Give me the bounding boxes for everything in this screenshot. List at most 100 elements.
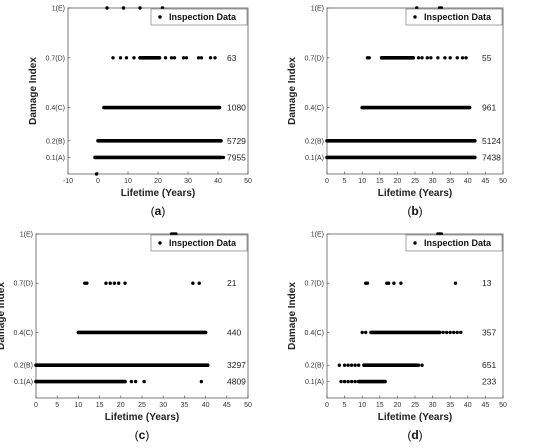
- count-label: 961: [482, 103, 496, 113]
- y-tick-label: 0.1(A): [14, 379, 33, 386]
- count-label: 13: [482, 278, 492, 288]
- x-tick-label: 15: [376, 178, 384, 185]
- data-point: [346, 363, 350, 367]
- data-point: [392, 281, 396, 285]
- x-axis-label: Lifetime (Years): [378, 188, 452, 199]
- data-point: [416, 363, 421, 367]
- x-tick-label: 20: [394, 402, 402, 409]
- data-point: [436, 56, 440, 60]
- data-point: [172, 56, 177, 60]
- data-point: [349, 379, 354, 384]
- x-tick-label: 35: [181, 402, 189, 409]
- x-tick-label: 45: [482, 178, 490, 185]
- y-tick-label: 0.1(A): [46, 155, 65, 162]
- data-point: [123, 281, 127, 285]
- legend: Inspection Data: [150, 8, 248, 26]
- plot-frame: [67, 7, 249, 175]
- data-point: [104, 281, 108, 285]
- data-point: [142, 379, 146, 384]
- x-tick-label: 40: [464, 402, 472, 409]
- data-point: [208, 56, 213, 60]
- x-tick-label: 45: [482, 402, 490, 409]
- legend: Inspection Data: [150, 234, 248, 252]
- data-point: [85, 281, 89, 285]
- y-tick-label: 0.4(C): [305, 330, 324, 337]
- data-point: [399, 281, 403, 285]
- x-tick-label: 50: [244, 178, 252, 185]
- x-tick-label: 30: [429, 402, 437, 409]
- y-tick-label: 0.2(B): [14, 363, 33, 370]
- data-points: [34, 232, 210, 384]
- data-points: [337, 232, 463, 384]
- data-point: [360, 330, 364, 335]
- data-point: [132, 56, 136, 60]
- x-tick-label: 35: [446, 178, 454, 185]
- data-point: [460, 56, 465, 60]
- x-tick-label: 10: [75, 402, 83, 409]
- data-point: [455, 56, 459, 60]
- y-tick-label: 1(E): [52, 6, 65, 13]
- x-tick-label: 50: [499, 402, 507, 409]
- legend-box: [405, 234, 503, 252]
- count-label: 5729: [227, 136, 246, 146]
- plot-frame: [326, 233, 504, 399]
- count-label: 4809: [227, 377, 246, 387]
- data-point: [133, 379, 138, 384]
- legend-label: Inspection Data: [169, 238, 237, 248]
- x-tick-label: 20: [117, 402, 125, 409]
- y-tick-label: 0.2(B): [46, 138, 65, 145]
- legend-marker: [413, 241, 417, 245]
- count-label: 357: [482, 327, 496, 337]
- data-point: [349, 363, 354, 367]
- x-tick-label: 15: [96, 402, 104, 409]
- count-label: 63: [227, 53, 237, 63]
- data-point: [443, 56, 447, 60]
- data-point: [429, 56, 433, 60]
- data-point: [441, 330, 445, 335]
- x-tick-label: 45: [223, 402, 231, 409]
- x-tick-label: 30: [429, 178, 437, 185]
- x-tick-label: 30: [184, 178, 192, 185]
- x-tick-label: 0: [325, 402, 329, 409]
- x-tick-label: 25: [138, 402, 146, 409]
- legend-label: Inspection Data: [424, 12, 492, 22]
- count-label: 651: [482, 360, 496, 370]
- data-point: [169, 56, 174, 60]
- x-tick-label: 0: [34, 402, 38, 409]
- data-point: [444, 330, 449, 335]
- data-point: [356, 363, 361, 367]
- y-tick-label: 0.2(B): [305, 363, 324, 370]
- data-point: [181, 56, 186, 60]
- data-point: [112, 281, 117, 285]
- data-point: [364, 330, 368, 335]
- data-point: [459, 330, 463, 335]
- panel-c: 0 5 10 15 20 25 30 35 40 45 50 0.1(A) 0.2(B) 0.4(C) 0.…: [0, 232, 252, 443]
- data-point: [199, 379, 204, 384]
- x-axis-label: Lifetime (Years): [121, 188, 195, 199]
- data-point: [118, 56, 123, 60]
- panel-d: 0 5 10 15 20 25 30 35 40 45 50 0.1(A) 0.2(B) 0.4(C) 0.…: [287, 232, 507, 443]
- x-tick-label: 5: [55, 402, 59, 409]
- data-point: [365, 281, 370, 285]
- data-point: [129, 379, 134, 384]
- x-tick-label: 10: [124, 178, 132, 185]
- data-point: [455, 330, 459, 335]
- legend-label: Inspection Data: [424, 238, 492, 248]
- data-point: [353, 363, 357, 367]
- legend-box: [150, 8, 248, 26]
- plot-frame: [35, 233, 249, 399]
- x-tick-label: 50: [244, 402, 252, 409]
- y-tick-label: 0.7(D): [14, 281, 33, 288]
- data-point: [196, 56, 201, 60]
- legend: Inspection Data: [405, 8, 503, 26]
- x-tick-label: 35: [446, 402, 454, 409]
- legend-marker: [158, 15, 162, 19]
- data-point: [342, 379, 347, 384]
- data-point: [339, 379, 343, 384]
- legend-box: [405, 8, 503, 26]
- x-tick-label: 20: [154, 178, 162, 185]
- y-tick-label: 0.7(D): [305, 281, 324, 288]
- count-label: 7955: [227, 152, 246, 162]
- y-tick-label: 1(E): [311, 6, 324, 13]
